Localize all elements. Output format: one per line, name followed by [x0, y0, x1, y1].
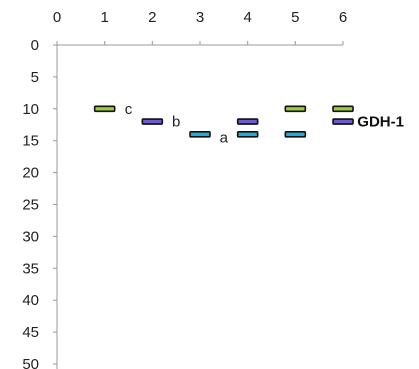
x-tick-label: 1	[100, 9, 108, 26]
y-tick-label: 50	[22, 356, 39, 369]
x-tick-label: 6	[339, 9, 347, 26]
y-tick-label: 20	[22, 165, 39, 182]
chart-annotations: c b a GDH-1	[125, 101, 404, 147]
annotation-label: c	[125, 101, 133, 118]
band-mark	[236, 118, 259, 125]
band-mark	[236, 131, 259, 138]
band-mark	[284, 131, 307, 138]
y-tick-label: 5	[31, 69, 39, 86]
band-mark	[332, 105, 354, 113]
band-mark	[332, 118, 354, 125]
annotation-label: b	[172, 114, 180, 131]
band-mark	[93, 105, 116, 113]
chart-marks	[93, 105, 354, 138]
y-tick-label: 45	[22, 324, 39, 341]
x-tick-label: 5	[291, 9, 299, 26]
y-tick-label: 30	[22, 228, 39, 245]
annotation-label: a	[220, 130, 229, 147]
x-tick-label: 4	[243, 9, 251, 26]
x-tick-label: 2	[148, 9, 156, 26]
y-tick-label: 15	[22, 133, 39, 150]
y-tick-label: 35	[22, 260, 39, 277]
y-tick-label: 10	[22, 101, 39, 118]
y-tick-label: 25	[22, 197, 39, 214]
band-mark	[284, 105, 307, 113]
y-tick-label: 40	[22, 292, 39, 309]
y-tick-label: 0	[31, 37, 39, 54]
band-mark	[141, 118, 164, 125]
x-tick-label: 0	[53, 9, 61, 26]
annotation-label: GDH-1	[357, 114, 404, 131]
x-tick-label: 3	[196, 9, 204, 26]
band-mark	[189, 131, 211, 138]
